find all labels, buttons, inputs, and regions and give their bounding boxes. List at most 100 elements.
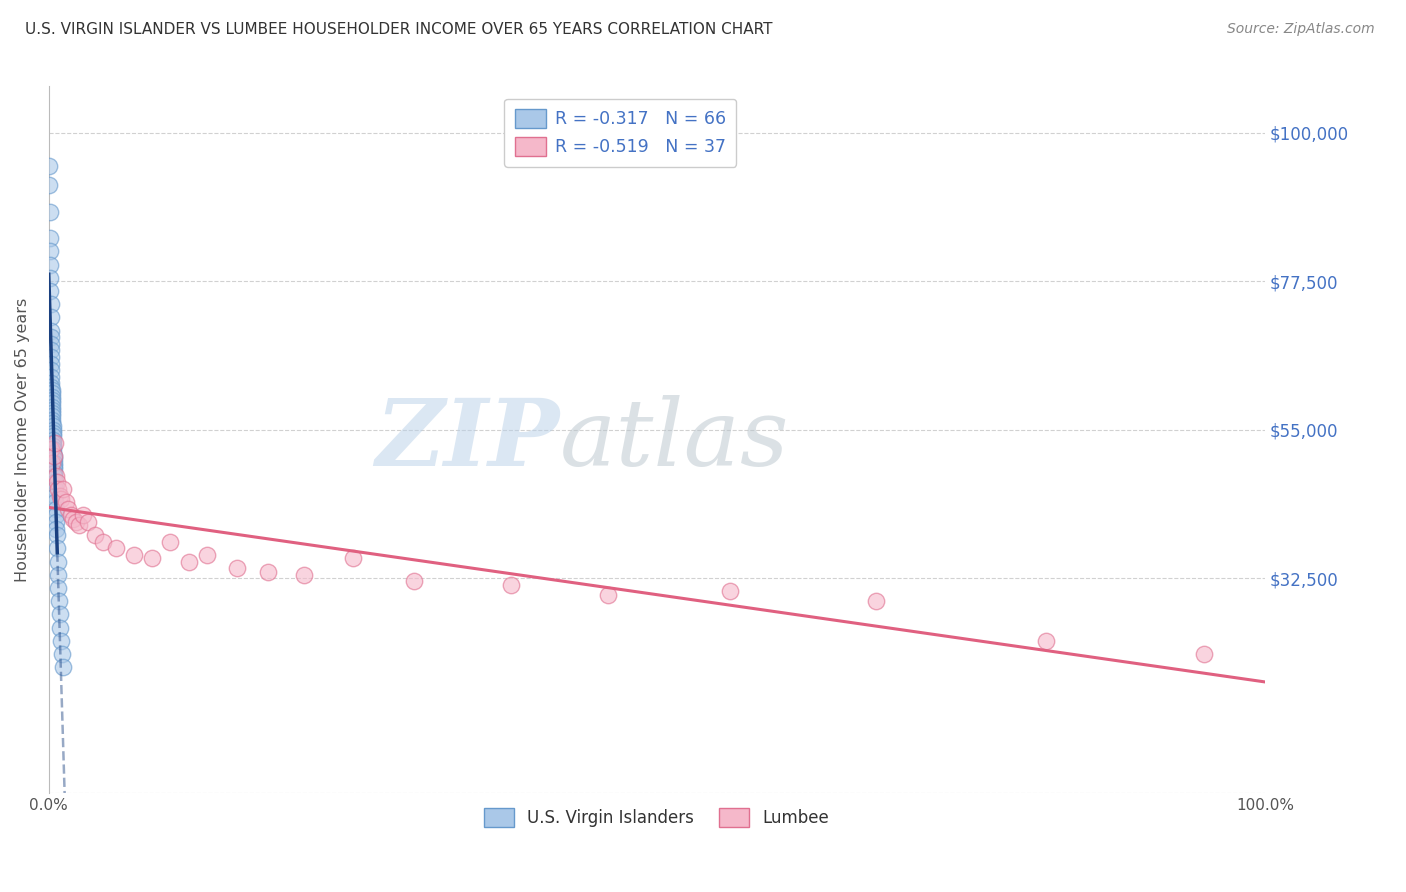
- Point: [159, 534, 181, 549]
- Point: [42, 429, 65, 443]
- Point: [49, 491, 72, 506]
- Point: [342, 551, 364, 566]
- Point: [41, 392, 63, 407]
- Point: [39, 442, 62, 457]
- Point: [42, 449, 65, 463]
- Point: [51, 647, 73, 661]
- Point: [76, 515, 98, 529]
- Point: [42, 452, 65, 467]
- Point: [39, 310, 62, 325]
- Point: [41, 400, 63, 414]
- Point: [39, 330, 62, 344]
- Point: [598, 588, 620, 602]
- Point: [41, 380, 63, 394]
- Point: [52, 660, 75, 674]
- Point: [141, 551, 163, 566]
- Point: [41, 386, 63, 401]
- Point: [39, 369, 62, 384]
- Point: [42, 442, 65, 457]
- Point: [39, 284, 62, 298]
- Point: [48, 594, 70, 608]
- Point: [45, 528, 67, 542]
- Point: [46, 541, 69, 556]
- Point: [48, 607, 70, 622]
- Point: [39, 270, 62, 285]
- Point: [42, 425, 65, 440]
- Point: [44, 466, 66, 480]
- Point: [718, 584, 741, 599]
- Point: [39, 244, 62, 259]
- Point: [42, 458, 65, 473]
- Point: [38, 178, 60, 193]
- Point: [39, 343, 62, 358]
- Point: [62, 512, 84, 526]
- Point: [39, 336, 62, 351]
- Point: [42, 449, 65, 463]
- Point: [402, 574, 425, 589]
- Point: [55, 495, 77, 509]
- Point: [45, 468, 67, 483]
- Point: [104, 541, 127, 556]
- Point: [45, 501, 67, 516]
- Point: [44, 489, 66, 503]
- Point: [195, 548, 218, 562]
- Point: [41, 419, 63, 434]
- Point: [42, 446, 65, 460]
- Point: [1192, 647, 1215, 661]
- Point: [226, 561, 249, 575]
- Point: [122, 548, 145, 562]
- Point: [41, 376, 63, 391]
- Point: [865, 594, 887, 608]
- Point: [42, 439, 65, 453]
- Point: [72, 508, 94, 523]
- Point: [41, 390, 63, 404]
- Point: [52, 482, 75, 496]
- Point: [39, 324, 62, 338]
- Point: [48, 581, 70, 595]
- Text: Source: ZipAtlas.com: Source: ZipAtlas.com: [1227, 22, 1375, 37]
- Point: [38, 159, 60, 173]
- Point: [41, 396, 63, 410]
- Point: [45, 522, 67, 536]
- Point: [256, 565, 278, 579]
- Point: [177, 555, 200, 569]
- Point: [39, 350, 62, 364]
- Text: ZIP: ZIP: [375, 394, 560, 484]
- Point: [41, 402, 63, 417]
- Point: [45, 508, 67, 523]
- Point: [39, 357, 62, 371]
- Point: [39, 297, 62, 311]
- Point: [41, 413, 63, 427]
- Point: [48, 482, 70, 496]
- Point: [1035, 633, 1057, 648]
- Point: [44, 475, 66, 490]
- Point: [44, 435, 66, 450]
- Point: [41, 423, 63, 437]
- Point: [44, 495, 66, 509]
- Point: [58, 501, 80, 516]
- Point: [39, 231, 62, 245]
- Point: [42, 456, 65, 470]
- Point: [39, 363, 62, 377]
- Point: [48, 489, 70, 503]
- Y-axis label: Householder Income Over 65 years: Householder Income Over 65 years: [15, 297, 30, 582]
- Point: [41, 409, 63, 424]
- Point: [44, 468, 66, 483]
- Point: [49, 621, 72, 635]
- Point: [49, 633, 72, 648]
- Point: [93, 534, 115, 549]
- Point: [41, 383, 63, 397]
- Point: [499, 578, 522, 592]
- Point: [45, 515, 67, 529]
- Point: [67, 518, 90, 533]
- Point: [65, 515, 87, 529]
- Point: [38, 204, 60, 219]
- Point: [59, 508, 82, 523]
- Text: U.S. VIRGIN ISLANDER VS LUMBEE HOUSEHOLDER INCOME OVER 65 YEARS CORRELATION CHAR: U.S. VIRGIN ISLANDER VS LUMBEE HOUSEHOLD…: [25, 22, 773, 37]
- Point: [84, 528, 107, 542]
- Point: [39, 258, 62, 272]
- Point: [292, 567, 315, 582]
- Point: [41, 416, 63, 430]
- Point: [46, 555, 69, 569]
- Point: [46, 567, 69, 582]
